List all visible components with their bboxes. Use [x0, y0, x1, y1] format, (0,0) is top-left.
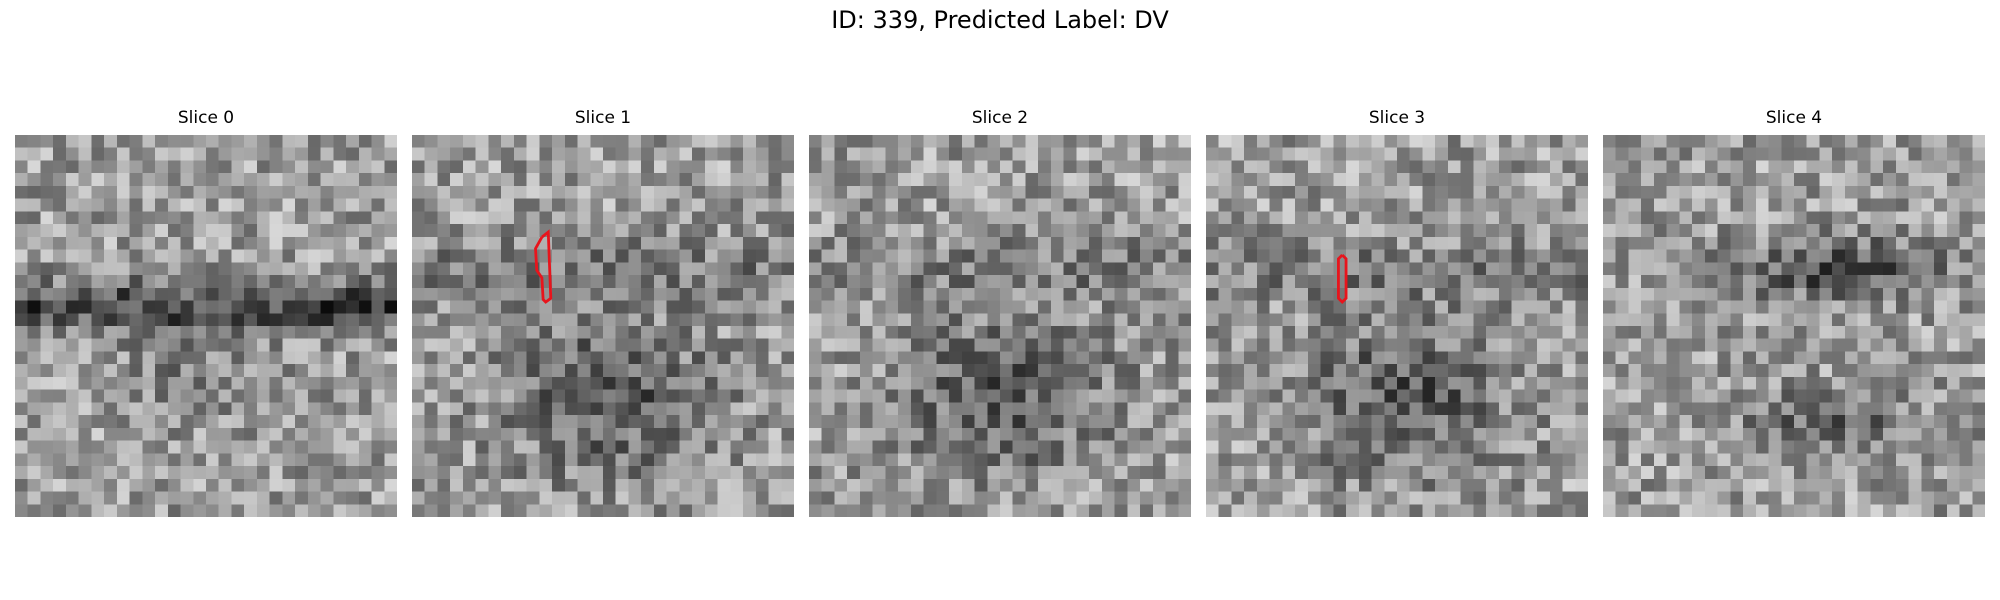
slice-image — [809, 135, 1191, 517]
slice-image — [15, 135, 397, 517]
slice-image — [412, 135, 794, 517]
segmentation-contour — [534, 229, 553, 304]
slice-title: Slice 4 — [1765, 108, 1823, 128]
contour-overlay — [534, 229, 553, 304]
slice-title: Slice 3 — [1368, 108, 1426, 128]
segmentation-contour — [1337, 253, 1348, 305]
slice-panel-0: Slice 0 — [15, 108, 397, 517]
figure-title: ID: 339, Predicted Label: DV — [831, 6, 1169, 34]
slice-image — [1603, 135, 1985, 517]
slice-title: Slice 2 — [971, 108, 1029, 128]
slice-panel-2: Slice 2 — [809, 108, 1191, 517]
slice-panel-1: Slice 1 — [412, 108, 794, 517]
slice-title: Slice 1 — [574, 108, 632, 128]
contour-overlay — [1337, 253, 1348, 305]
slice-image — [1206, 135, 1588, 517]
contour-overlay — [809, 134, 1191, 516]
contour-overlay — [1603, 134, 1985, 516]
contour-overlay — [15, 134, 397, 516]
slice-panel-4: Slice 4 — [1603, 108, 1985, 517]
slice-panel-3: Slice 3 — [1206, 108, 1588, 517]
slice-title: Slice 0 — [177, 108, 235, 128]
